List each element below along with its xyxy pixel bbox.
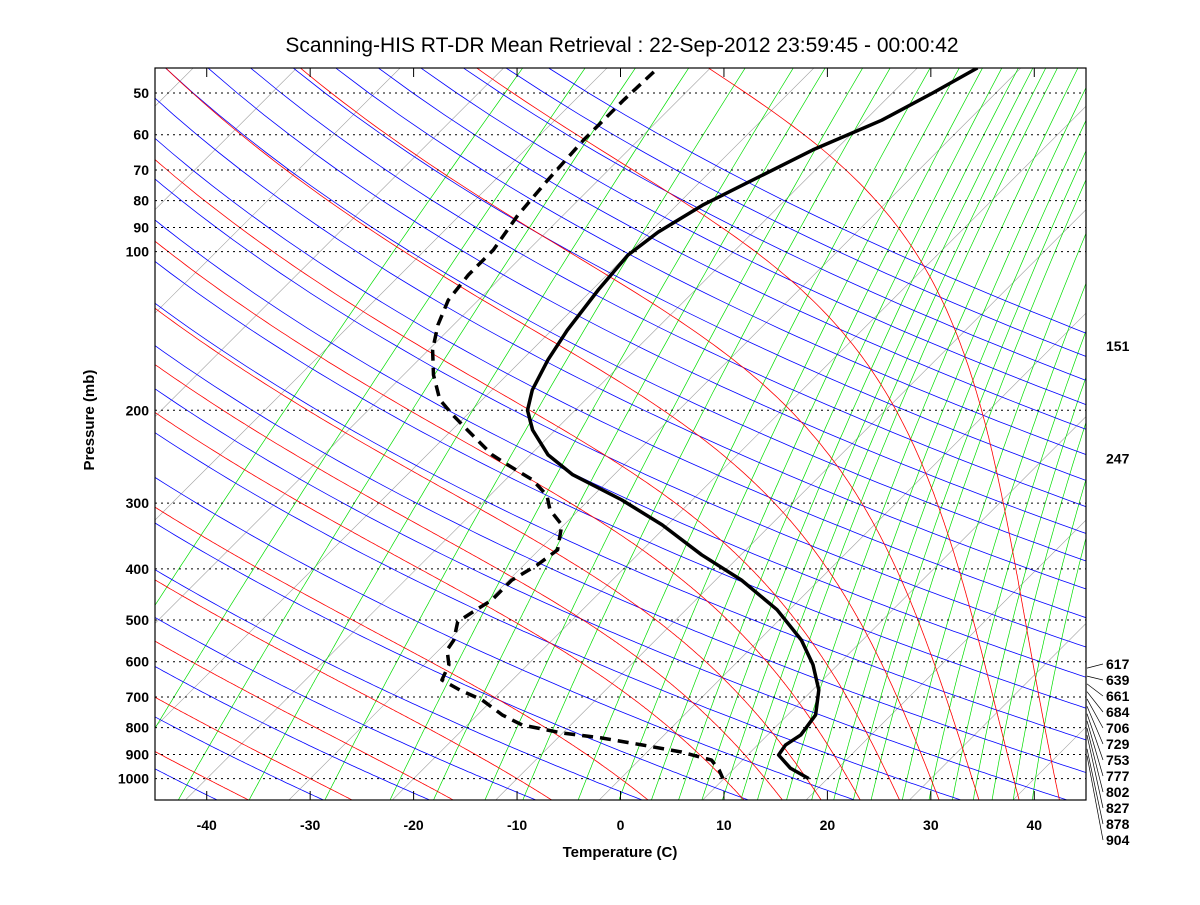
y-tick-label: 1000 bbox=[118, 771, 149, 787]
right-level-label: 151 bbox=[1106, 338, 1130, 354]
mixing-ratio-line bbox=[578, 42, 945, 801]
y-tick-label: 500 bbox=[126, 612, 150, 628]
mixing-ratio-line bbox=[834, 42, 1124, 801]
right-label-leader-line bbox=[1087, 684, 1103, 696]
dry-adiabat-line bbox=[0, 42, 324, 801]
background-lines bbox=[0, 42, 1200, 801]
mixing-ratio-line bbox=[702, 42, 1032, 801]
right-level-label: 661 bbox=[1106, 688, 1130, 704]
right-label-leader-line bbox=[1087, 676, 1103, 680]
isotherm-line bbox=[0, 42, 116, 801]
y-tick-label: 90 bbox=[133, 220, 149, 236]
right-level-label: 777 bbox=[1106, 768, 1130, 784]
y-tick-label: 300 bbox=[126, 495, 150, 511]
mixing-ratio-line bbox=[433, 42, 841, 801]
isotherm-line bbox=[909, 42, 1200, 801]
right-label-leader-line bbox=[1087, 664, 1103, 668]
y-tick-label: 50 bbox=[133, 85, 149, 101]
mixing-ratio-line bbox=[952, 42, 1200, 801]
y-tick-label: 200 bbox=[126, 402, 150, 418]
right-level-label: 617 bbox=[1106, 656, 1130, 672]
x-tick-label: -30 bbox=[300, 817, 320, 833]
x-tick-label: 20 bbox=[820, 817, 836, 833]
y-tick-label: 400 bbox=[126, 561, 150, 577]
isotherm-line bbox=[0, 42, 426, 801]
x-tick-label: 40 bbox=[1026, 817, 1042, 833]
right-label-leader-line bbox=[1087, 699, 1103, 728]
chart-title: Scanning-HIS RT-DR Mean Retrieval : 22-S… bbox=[285, 34, 958, 57]
mixing-ratio-line bbox=[619, 42, 974, 801]
dry-adiabat-line bbox=[221, 42, 1200, 801]
isotherm-line bbox=[0, 42, 530, 801]
y-tick-label: 800 bbox=[126, 720, 150, 736]
right-label-leader-line bbox=[1087, 692, 1103, 712]
moist-adiabat-line bbox=[0, 42, 744, 801]
right-level-label: 753 bbox=[1106, 752, 1130, 768]
right-level-label: 827 bbox=[1106, 800, 1130, 816]
right-level-label: 802 bbox=[1106, 784, 1130, 800]
right-level-label: 878 bbox=[1106, 816, 1130, 832]
dry-adiabat-line bbox=[56, 42, 1200, 801]
y-tick-label: 600 bbox=[126, 654, 150, 670]
x-tick-label: -40 bbox=[197, 817, 217, 833]
y-tick-label: 70 bbox=[133, 162, 149, 178]
x-tick-label: 30 bbox=[923, 817, 939, 833]
right-level-label: 639 bbox=[1106, 672, 1130, 688]
x-tick-label: -20 bbox=[403, 817, 423, 833]
dry-adiabat-line bbox=[97, 42, 1200, 801]
moist-adiabat-line bbox=[669, 42, 1060, 801]
plot-frame bbox=[155, 68, 1086, 800]
x-tick-label: 10 bbox=[716, 817, 732, 833]
dry-adiabat-line bbox=[0, 42, 750, 801]
isotherm-line bbox=[392, 42, 1151, 801]
right-level-label: 247 bbox=[1106, 451, 1130, 467]
mixing-ratio-line bbox=[741, 42, 1060, 801]
dry-adiabat-line bbox=[509, 42, 1200, 801]
y-tick-label: 900 bbox=[126, 747, 150, 763]
y-tick-label: 60 bbox=[133, 127, 149, 143]
dry-adiabat-line bbox=[138, 42, 1200, 801]
dry-adiabat-line bbox=[0, 42, 431, 801]
isotherm-line bbox=[0, 42, 323, 801]
mixing-ratio-line bbox=[325, 42, 762, 801]
mixing-ratio-line bbox=[853, 42, 1137, 801]
dry-adiabat-line bbox=[303, 42, 1200, 801]
x-axis-label: Temperature (C) bbox=[563, 844, 678, 861]
isotherm-line bbox=[0, 42, 219, 801]
y-axis-label: Pressure (mb) bbox=[81, 370, 98, 471]
dry-adiabat-line bbox=[344, 42, 1200, 801]
moist-adiabat-line bbox=[0, 42, 783, 801]
x-tick-label: -10 bbox=[507, 817, 527, 833]
right-level-label: 684 bbox=[1106, 704, 1130, 720]
mixing-ratio-line bbox=[678, 42, 1015, 801]
y-tick-label: 80 bbox=[133, 193, 149, 209]
mixing-ratio-line bbox=[651, 42, 996, 801]
isotherm-line bbox=[0, 42, 737, 801]
moist-adiabat-line bbox=[0, 42, 353, 801]
y-tick-label: 100 bbox=[126, 244, 150, 260]
y-tick-label: 700 bbox=[126, 689, 150, 705]
dry-adiabat-line bbox=[0, 42, 218, 801]
right-level-label: 729 bbox=[1106, 736, 1130, 752]
mixing-ratio-line bbox=[929, 42, 1189, 801]
right-level-label: 904 bbox=[1106, 832, 1130, 848]
right-labels: 151 247 6176396616847067297537778028278789… bbox=[1087, 338, 1130, 848]
right-level-label: 706 bbox=[1106, 720, 1130, 736]
profile-series bbox=[433, 68, 978, 779]
moist-adiabat-line bbox=[0, 42, 454, 801]
mixing-ratio-line bbox=[30, 42, 541, 801]
moist-adiabat-line bbox=[0, 42, 250, 801]
x-tick-label: 0 bbox=[617, 817, 625, 833]
axes: 5060708090100200300400500600700800900100… bbox=[118, 68, 1042, 833]
